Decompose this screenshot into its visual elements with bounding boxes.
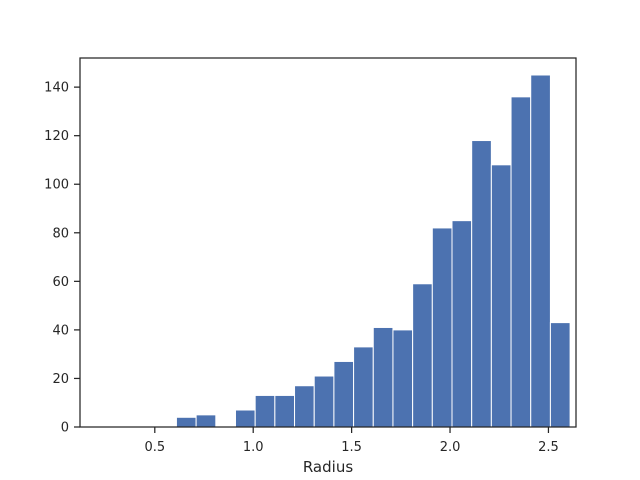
histogram-bar	[530, 74, 551, 428]
plot-frame	[79, 57, 577, 428]
histogram-bar	[471, 140, 492, 428]
histogram-bar	[274, 394, 296, 428]
y-tick-label: 20	[52, 372, 69, 387]
histogram-bar	[412, 283, 433, 428]
histogram-bar	[313, 375, 335, 428]
y-tick-label: 0	[61, 421, 69, 436]
histogram-bar	[254, 394, 276, 428]
histogram-bar	[234, 409, 256, 428]
histogram-bar	[372, 326, 394, 428]
y-tick-label: 80	[52, 226, 69, 241]
x-tick-label: 2.0	[440, 440, 461, 455]
histogram-bar	[549, 322, 571, 428]
y-tick-label: 100	[44, 178, 69, 193]
histogram-bar	[175, 416, 197, 428]
histogram-bar	[510, 96, 532, 428]
x-tick-label: 2.5	[538, 440, 559, 455]
y-tick-label: 60	[52, 275, 69, 290]
histogram-bar	[392, 329, 414, 428]
x-tick-label: 1.5	[341, 440, 362, 455]
histogram-bar	[333, 360, 355, 428]
x-axis-title: Radius	[303, 458, 353, 476]
histogram-bar	[294, 385, 315, 428]
histogram-bar	[195, 414, 217, 428]
y-tick-label: 140	[44, 81, 69, 96]
y-tick-label: 40	[52, 323, 69, 338]
y-tick-label: 120	[44, 129, 69, 144]
y-axis: 0 20 40 60 80 100 120 140	[44, 81, 80, 436]
x-axis: 0.5 1.0 1.5 2.0 2.5	[144, 427, 559, 455]
histogram-bars	[175, 74, 571, 428]
histogram-bar	[431, 227, 453, 428]
histogram-bar	[451, 220, 473, 428]
histogram-bar	[490, 164, 512, 428]
histogram-bar	[353, 346, 374, 428]
x-tick-label: 1.0	[243, 440, 264, 455]
x-tick-label: 0.5	[144, 440, 165, 455]
